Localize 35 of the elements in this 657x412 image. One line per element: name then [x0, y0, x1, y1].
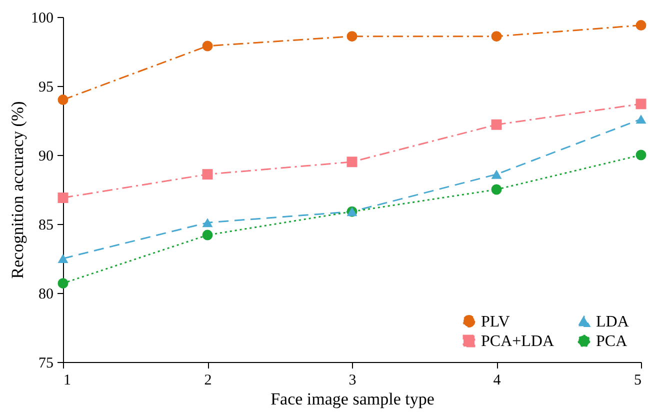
point — [202, 40, 213, 52]
point — [346, 156, 358, 168]
y-tick-label: 80 — [38, 286, 54, 302]
y-tick-label: 75 — [38, 356, 54, 372]
legend-label: PLV — [481, 313, 510, 330]
point — [491, 184, 502, 195]
point — [58, 254, 68, 264]
x-tick-label: 2 — [204, 372, 212, 388]
point — [346, 31, 358, 42]
point — [491, 31, 502, 42]
point — [58, 94, 68, 106]
point — [202, 169, 213, 180]
y-tick-label: 95 — [38, 80, 54, 96]
legend-label: PCA — [596, 333, 628, 350]
point — [636, 98, 646, 110]
legend-label: PCA+LDA — [481, 333, 554, 350]
x-tick-label: 4 — [493, 372, 502, 388]
point — [202, 230, 213, 240]
y-axis-title: Recognition accuracy (%) — [8, 101, 27, 279]
x-tick-label: 1 — [64, 372, 71, 388]
point — [636, 150, 646, 160]
point — [636, 114, 646, 124]
point — [58, 278, 68, 289]
point — [202, 218, 213, 228]
x-tick-label: 5 — [634, 372, 642, 388]
point — [491, 119, 502, 130]
legend-label: LDA — [596, 314, 630, 330]
x-axis-title: Face image sample type — [270, 390, 434, 408]
point — [491, 170, 502, 179]
y-tick-label: 85 — [38, 218, 54, 234]
point — [636, 20, 646, 31]
y-tick-label: 100 — [31, 10, 54, 26]
point — [58, 192, 68, 204]
y-tick-label: 90 — [38, 148, 54, 164]
x-tick-label: 3 — [348, 372, 356, 388]
